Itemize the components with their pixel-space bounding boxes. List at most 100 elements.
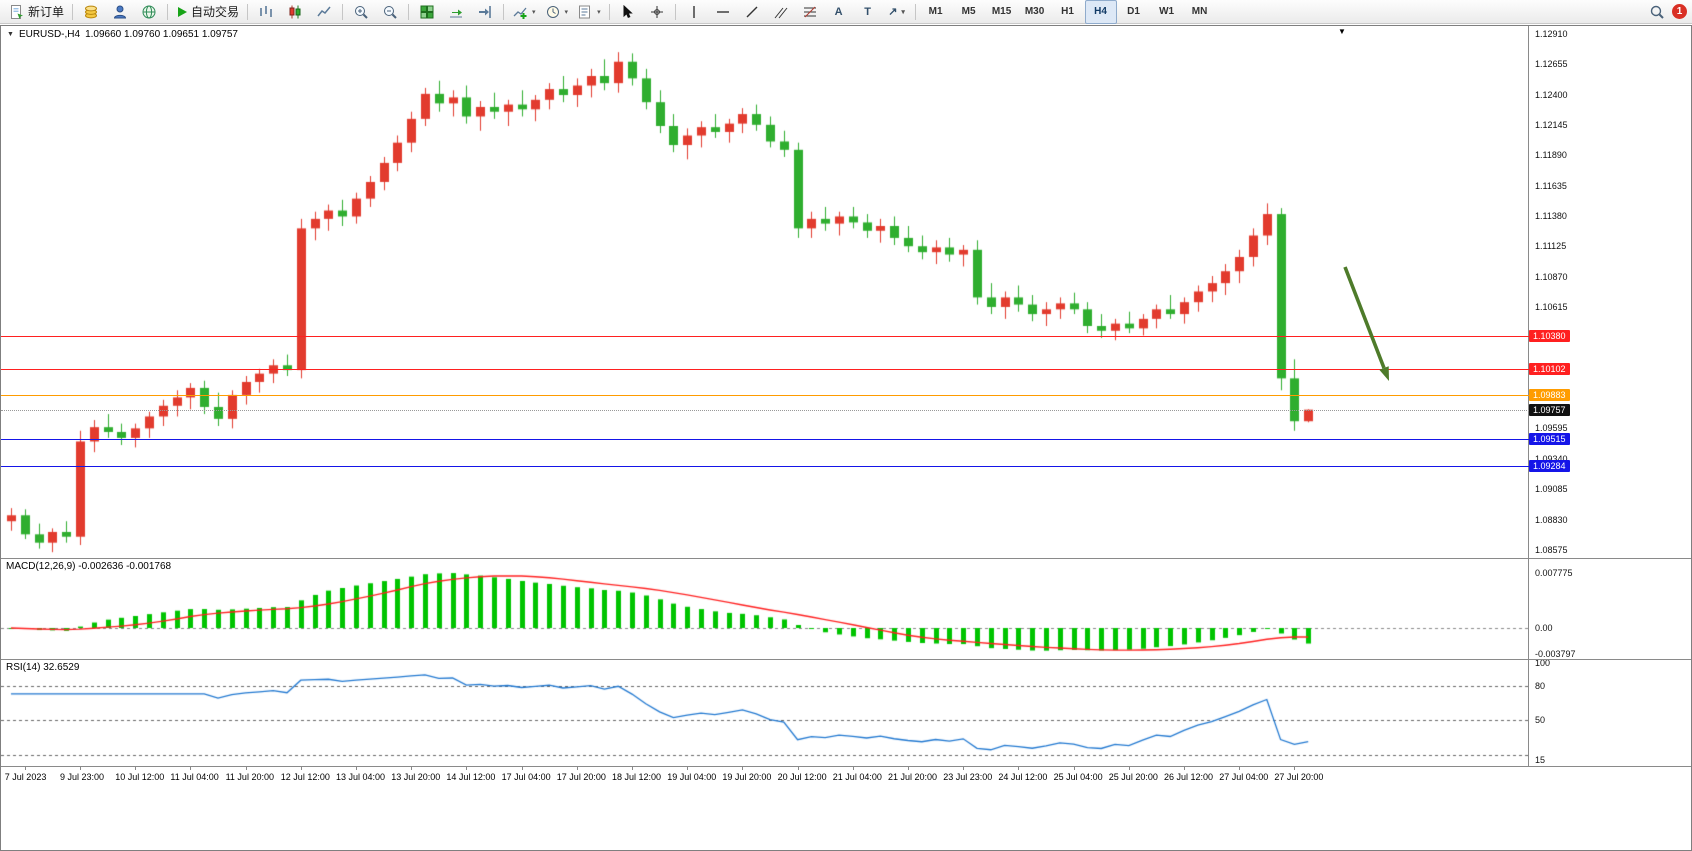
notification-badge[interactable]: 1: [1672, 4, 1687, 19]
time-axis-tick: [301, 767, 302, 770]
price-axis-label: 1.09085: [1535, 484, 1568, 495]
time-axis-label: 24 Jul 12:00: [998, 772, 1048, 782]
indicators-button[interactable]: ▾: [508, 1, 540, 23]
timeframe-d1[interactable]: D1: [1127, 6, 1140, 17]
price-line-tag[interactable]: 1.09883: [1529, 388, 1570, 401]
horizontal-price-line-4[interactable]: [1, 438, 1529, 440]
panel-divider[interactable]: [1, 766, 1691, 767]
macd-chart-canvas[interactable]: [1, 559, 1529, 659]
toolbar-separator: [72, 3, 74, 20]
templates-button[interactable]: ▾: [573, 1, 605, 23]
autotrading-button[interactable]: 自动交易: [172, 1, 243, 23]
candlestick-chart-icon: [289, 5, 301, 18]
line-chart-button[interactable]: [310, 1, 338, 23]
timeframe-m30[interactable]: M30: [1024, 6, 1045, 17]
horizontal-price-line-3[interactable]: [1, 394, 1529, 396]
one-click-collapse-icon[interactable]: ▼: [7, 31, 14, 38]
vertical-line-tool[interactable]: [680, 1, 708, 23]
horizontal-line-tool[interactable]: [709, 1, 737, 23]
templates-icon: [579, 5, 591, 18]
time-axis-label: 11 Jul 04:00: [170, 772, 219, 782]
panel-divider[interactable]: [1, 558, 1691, 559]
current-price-line: [1, 409, 1529, 411]
horizontal-price-line-5[interactable]: [1, 466, 1529, 467]
time-axis-label: 19 Jul 20:00: [722, 772, 772, 782]
new-order-button[interactable]: 新订单: [5, 1, 68, 23]
time-axis-tick: [1184, 767, 1185, 770]
price-axis-label: 1.10870: [1535, 271, 1568, 282]
panel-divider[interactable]: [1, 659, 1691, 660]
time-axis[interactable]: 7 Jul 2023 9 Jul 23:00 10 Jul 12:00 11 Jul …: [1, 767, 1691, 789]
horizontal-price-line-2[interactable]: [1, 368, 1529, 370]
timeframe-mn[interactable]: MN: [1191, 6, 1208, 17]
time-axis-tick: [853, 767, 854, 770]
price-line-tag[interactable]: 1.09515: [1529, 432, 1570, 445]
price-axis-label: 1.11890: [1535, 150, 1567, 161]
text-label-tool[interactable]: T: [854, 1, 882, 23]
coins-button[interactable]: [77, 1, 105, 23]
search-button[interactable]: [1643, 1, 1671, 23]
chart-shift-marker[interactable]: ▼: [1338, 27, 1346, 36]
macd-label: MACD(12,26,9) -0.002636 -0.001768: [6, 561, 172, 572]
time-axis-label: 7 Jul 2023: [4, 772, 47, 782]
price-line-tag[interactable]: 1.10380: [1529, 329, 1570, 342]
indicators-caret-icon: ▾: [532, 8, 536, 16]
zoom-in-button[interactable]: [347, 1, 375, 23]
periods-button[interactable]: ▾: [541, 1, 573, 23]
text-tool[interactable]: A: [825, 1, 853, 23]
autotrade-play-icon: [178, 6, 188, 17]
channel-tool[interactable]: [767, 1, 795, 23]
price-line-tag[interactable]: 1.10102: [1529, 362, 1570, 375]
window-filler: [1, 789, 1691, 850]
tile-windows-icon: [420, 5, 434, 18]
auto-scroll-button[interactable]: [442, 1, 470, 23]
timeframe-m1[interactable]: M1: [928, 6, 943, 17]
time-axis-label: 21 Jul 04:00: [832, 772, 882, 782]
price-panel: ▼ EURUSD-,H4 1.09660 1.09760 1.09651 1.0…: [1, 26, 1691, 558]
tile-windows-button[interactable]: [413, 1, 441, 23]
candlestick-chart-button[interactable]: [281, 1, 309, 23]
time-axis-label: 19 Jul 04:00: [667, 772, 717, 782]
text-label-tool-icon: T: [864, 5, 871, 18]
time-axis-label: 25 Jul 20:00: [1108, 772, 1158, 782]
toolbar-separator: [608, 3, 610, 20]
horizontal-price-line-1[interactable]: [1, 335, 1529, 337]
person-icon: [114, 5, 127, 18]
cursor-button[interactable]: [614, 1, 642, 23]
horizontal-line-icon: [716, 10, 729, 13]
chart-shift-button[interactable]: [471, 1, 499, 23]
globe-button[interactable]: [135, 1, 163, 23]
time-axis-tick: [1074, 767, 1075, 770]
timeframe-h4[interactable]: H4: [1084, 0, 1117, 24]
rsi-chart-canvas[interactable]: [1, 660, 1529, 766]
indicators-icon: [513, 7, 527, 19]
fibonacci-tool[interactable]: [796, 1, 824, 23]
zoom-out-button[interactable]: [376, 1, 404, 23]
timeframe-m15[interactable]: M15: [991, 6, 1012, 17]
timeframe-w1[interactable]: W1: [1159, 6, 1175, 17]
globe-icon: [142, 5, 156, 18]
price-chart-canvas[interactable]: [1, 26, 1529, 558]
crosshair-button[interactable]: [643, 1, 671, 23]
timeframe-h1[interactable]: H1: [1061, 6, 1074, 17]
price-line-tag[interactable]: 1.09284: [1529, 460, 1570, 472]
bar-chart-button[interactable]: [252, 1, 280, 23]
time-axis-label: 12 Jul 12:00: [280, 772, 330, 782]
timeframe-m5[interactable]: M5: [961, 6, 976, 17]
toolbar: 新订单 自动交易: [0, 0, 1692, 24]
time-axis-label: 18 Jul 12:00: [612, 772, 662, 782]
sell-direction-arrow[interactable]: [1339, 262, 1397, 388]
ohlc-values: 1.09660 1.09760 1.09651 1.09757: [85, 29, 238, 40]
autotrading-label: 自动交易: [191, 5, 240, 19]
toolbar-separator: [247, 3, 249, 20]
price-axis[interactable]: 1.12910 1.12655 1.12400 1.12145 1.11890 1.116…: [1528, 26, 1691, 558]
macd-axis[interactable]: 0.007775 0.00 -0.003797: [1528, 559, 1691, 659]
price-axis-label: 1.12655: [1535, 59, 1568, 70]
profile-button[interactable]: [106, 1, 134, 23]
arrows-tool[interactable]: ↗ ▾: [883, 1, 911, 23]
chart-window: ▼ EURUSD-,H4 1.09660 1.09760 1.09651 1.0…: [0, 25, 1692, 851]
time-axis-label: 26 Jul 12:00: [1164, 772, 1214, 782]
trendline-tool[interactable]: [738, 1, 766, 23]
rsi-axis[interactable]: 100 80 50 15: [1528, 660, 1691, 766]
toolbar-separator: [503, 3, 505, 20]
